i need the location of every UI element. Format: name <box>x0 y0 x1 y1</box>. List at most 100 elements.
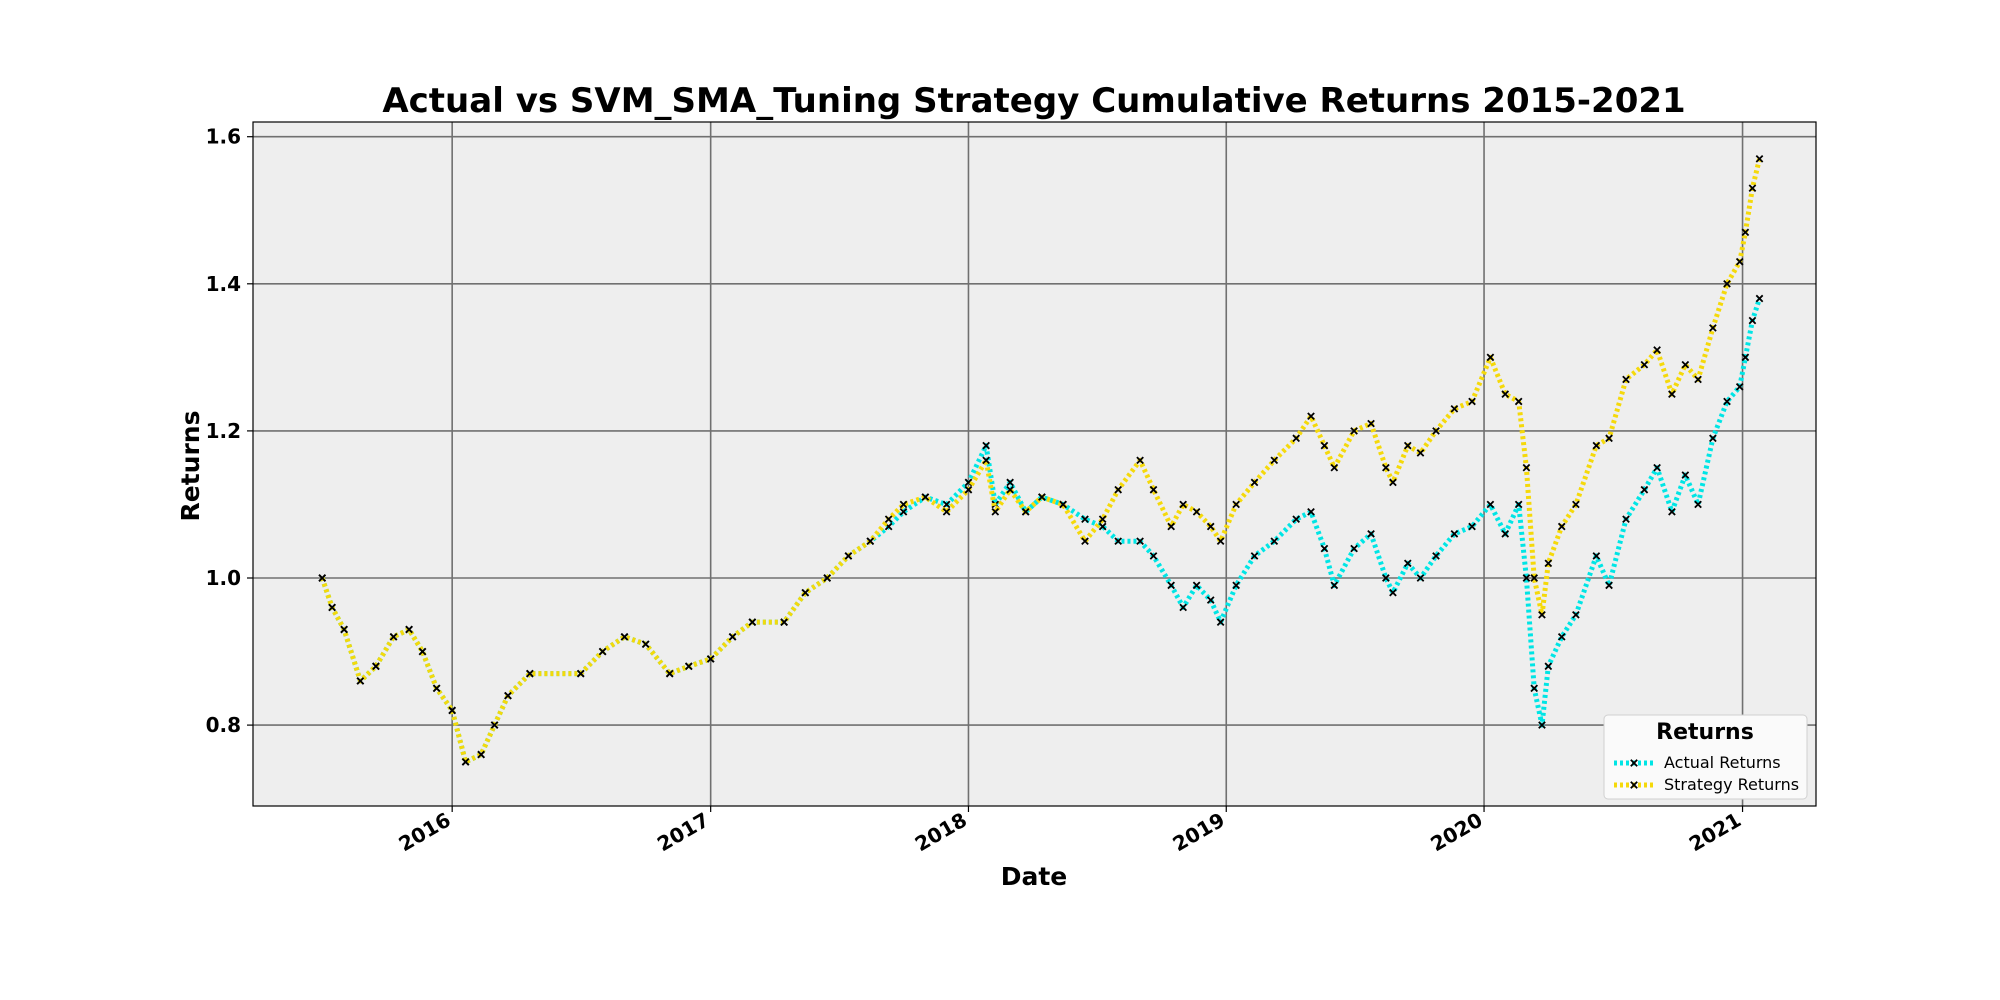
data-point <box>942 507 951 516</box>
data-point <box>356 677 365 685</box>
data-point <box>1389 588 1397 597</box>
data-point <box>1450 405 1459 413</box>
data-point <box>1330 581 1339 590</box>
series-line <box>319 158 1762 765</box>
data-point <box>1544 559 1553 568</box>
data-point <box>866 537 875 546</box>
data-point <box>1741 353 1750 362</box>
data-point <box>899 500 908 509</box>
data-point <box>372 662 380 671</box>
data-point <box>1622 375 1630 384</box>
data-point <box>490 721 499 729</box>
data-point <box>1592 441 1601 450</box>
data-point <box>1270 537 1279 546</box>
data-point <box>1216 618 1225 626</box>
data-point <box>1382 574 1390 582</box>
data-point <box>1006 485 1014 494</box>
data-point <box>1450 530 1459 538</box>
data-point <box>1114 485 1123 494</box>
data-point <box>1250 478 1259 487</box>
data-point <box>1514 500 1523 509</box>
data-point <box>801 588 810 597</box>
data-point <box>1501 390 1510 398</box>
data-point <box>598 647 607 656</box>
data-point <box>1572 610 1580 619</box>
data-point <box>1432 427 1440 435</box>
x-tick-label: 2017 <box>653 808 713 857</box>
data-point <box>1081 537 1089 546</box>
data-point <box>1403 559 1412 568</box>
data-point <box>1668 507 1676 516</box>
data-point <box>665 669 674 678</box>
data-point <box>477 750 485 759</box>
x-tick-label: 2018 <box>911 808 971 857</box>
data-point <box>1192 507 1201 516</box>
data-point <box>1216 537 1225 546</box>
data-point <box>1179 500 1188 509</box>
data-point <box>448 706 457 715</box>
data-point <box>1098 522 1107 531</box>
data-point <box>1755 294 1764 303</box>
data-point <box>1640 360 1649 369</box>
data-point <box>1367 530 1375 538</box>
plot-area <box>253 122 1816 806</box>
data-point <box>1149 552 1158 560</box>
data-point <box>1167 522 1176 531</box>
data-point <box>1530 574 1539 582</box>
data-point <box>899 507 908 516</box>
data-point <box>418 647 427 656</box>
data-point <box>461 758 470 766</box>
legend-label: Strategy Returns <box>1664 775 1799 794</box>
data-point <box>844 552 853 560</box>
data-point <box>1522 463 1531 472</box>
data-point <box>1416 449 1425 457</box>
data-point <box>921 493 930 501</box>
data-point <box>318 574 327 582</box>
data-point <box>1136 537 1144 546</box>
data-point <box>942 500 951 509</box>
data-point <box>389 633 398 641</box>
data-point <box>1681 360 1690 369</box>
data-point <box>641 640 650 649</box>
x-tick-label: 2021 <box>1685 808 1745 857</box>
data-point <box>340 625 348 634</box>
data-point <box>504 691 512 700</box>
data-point <box>1350 427 1358 435</box>
data-point <box>1630 781 1638 789</box>
data-point <box>1755 154 1764 163</box>
data-point <box>1501 530 1510 538</box>
legend-entries: Actual Returns Strategy Returns <box>1614 753 1799 794</box>
data-point <box>1486 353 1495 362</box>
data-point <box>1081 515 1089 523</box>
data-point <box>1167 581 1176 590</box>
data-point <box>1653 463 1661 472</box>
y-axis-ticks: 0.8 1.0 1.2 1.4 1.6 <box>206 125 253 737</box>
data-point <box>1389 478 1397 487</box>
y-tick-label: 0.8 <box>206 713 241 737</box>
data-point <box>1723 397 1731 406</box>
y-tick-label: 1.4 <box>206 272 241 296</box>
data-point <box>991 507 1000 516</box>
x-tick-label: 2016 <box>394 808 454 857</box>
data-point <box>728 633 737 641</box>
x-axis-label: Date <box>1001 862 1068 891</box>
data-point <box>1382 463 1390 472</box>
data-point <box>1530 684 1539 693</box>
data-point <box>964 478 973 487</box>
data-point <box>1486 500 1495 509</box>
data-point <box>1149 485 1158 494</box>
x-axis-ticks: 2016 2017 2018 2019 2020 2021 <box>394 806 1745 856</box>
data-point <box>748 618 757 626</box>
data-point <box>1735 257 1744 266</box>
data-point <box>1653 346 1661 354</box>
y-axis-label: Returns <box>176 411 205 522</box>
data-point <box>1307 507 1315 516</box>
data-point <box>1709 324 1717 332</box>
data-point <box>706 655 715 663</box>
legend-box <box>1603 714 1808 800</box>
data-point <box>1544 662 1553 671</box>
plot-frame <box>252 121 1817 807</box>
legend-entry: Actual Returns <box>1614 753 1781 772</box>
series-strategy-returns <box>318 154 1764 766</box>
